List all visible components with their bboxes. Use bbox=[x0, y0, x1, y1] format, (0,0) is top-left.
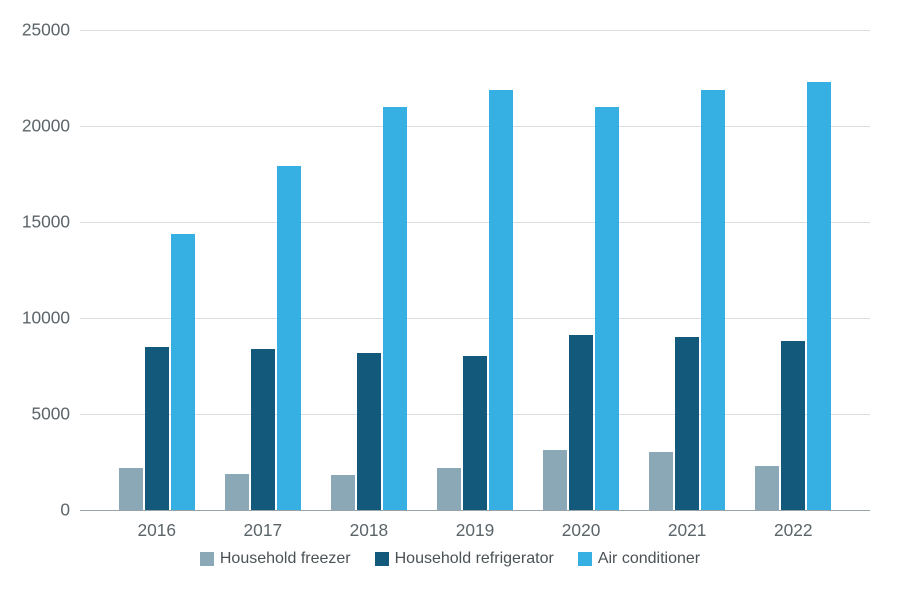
x-tick-label: 2020 bbox=[562, 510, 601, 541]
x-tick-label: 2021 bbox=[668, 510, 707, 541]
bar bbox=[463, 356, 487, 510]
y-tick-label: 20000 bbox=[22, 116, 80, 137]
bar-group bbox=[755, 82, 831, 510]
bar bbox=[357, 353, 381, 510]
bar bbox=[781, 341, 805, 510]
legend-swatch bbox=[200, 552, 214, 566]
bar-group bbox=[331, 107, 407, 510]
legend-item: Household refrigerator bbox=[375, 550, 554, 568]
bar-group bbox=[649, 90, 725, 510]
x-tick-label: 2017 bbox=[244, 510, 283, 541]
legend-item: Air conditioner bbox=[578, 550, 700, 568]
y-tick-label: 25000 bbox=[22, 20, 80, 41]
bar bbox=[251, 349, 275, 510]
bar bbox=[755, 466, 779, 510]
bar bbox=[675, 337, 699, 510]
y-tick-label: 10000 bbox=[22, 308, 80, 329]
bar-group bbox=[225, 166, 301, 510]
y-tick-label: 0 bbox=[60, 500, 80, 521]
legend-label: Household freezer bbox=[220, 550, 351, 568]
x-tick-label: 2022 bbox=[774, 510, 813, 541]
bar bbox=[171, 234, 195, 510]
bar bbox=[383, 107, 407, 510]
gridline bbox=[80, 30, 870, 31]
bar bbox=[701, 90, 725, 510]
legend-swatch bbox=[375, 552, 389, 566]
bar bbox=[119, 468, 143, 510]
bar bbox=[145, 347, 169, 510]
legend-label: Household refrigerator bbox=[395, 550, 554, 568]
bar-group bbox=[543, 107, 619, 510]
bar-chart: 0 5000 10000 15000 20000 25000 2016 2017 2018 201… bbox=[0, 0, 900, 600]
bar bbox=[543, 450, 567, 510]
bar bbox=[807, 82, 831, 510]
bar-group bbox=[119, 234, 195, 510]
bar bbox=[331, 475, 355, 510]
x-tick-label: 2018 bbox=[350, 510, 389, 541]
bar-group bbox=[437, 90, 513, 510]
bar bbox=[595, 107, 619, 510]
legend-swatch bbox=[578, 552, 592, 566]
bar bbox=[437, 468, 461, 510]
bar bbox=[225, 474, 249, 510]
y-tick-label: 5000 bbox=[31, 404, 80, 425]
x-tick-label: 2016 bbox=[137, 510, 176, 541]
bar bbox=[489, 90, 513, 510]
legend-item: Household freezer bbox=[200, 550, 351, 568]
bar bbox=[277, 166, 301, 510]
plot-area: 0500010000150002000025000201620172018201… bbox=[80, 30, 870, 510]
bar bbox=[569, 335, 593, 510]
x-tick-label: 2019 bbox=[456, 510, 495, 541]
legend: Household freezer Household refrigerator A… bbox=[0, 550, 900, 568]
legend-label: Air conditioner bbox=[598, 550, 700, 568]
bar bbox=[649, 452, 673, 510]
y-tick-label: 15000 bbox=[22, 212, 80, 233]
